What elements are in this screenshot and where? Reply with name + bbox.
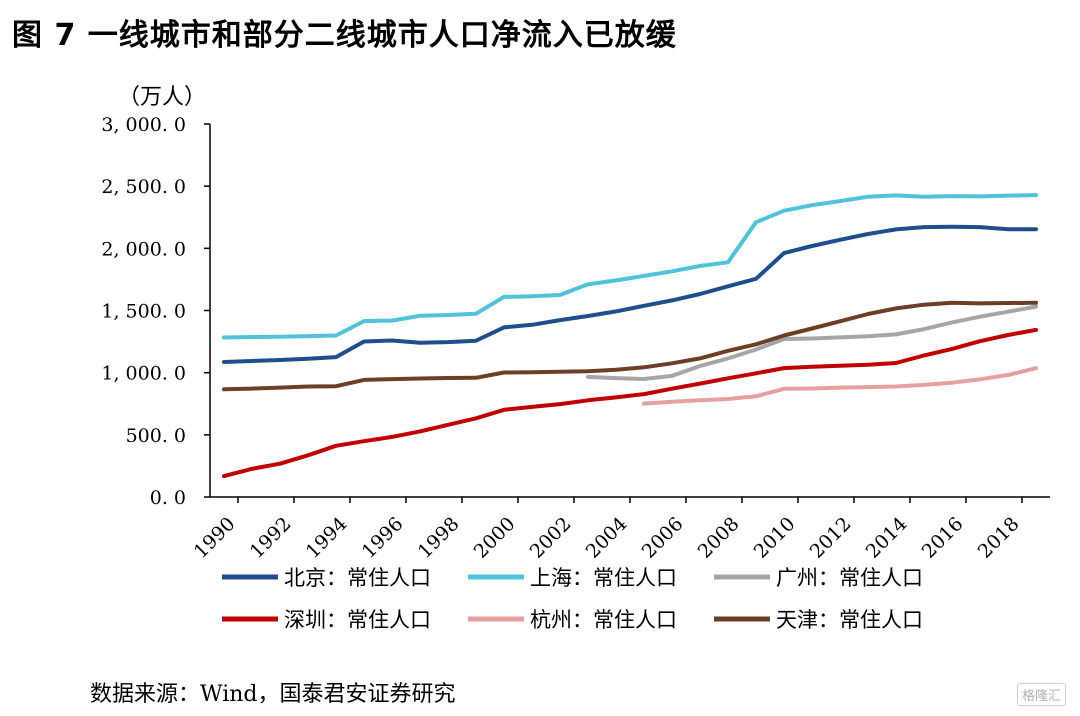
x-tick-label: 2004 <box>582 513 632 563</box>
series-layer <box>222 193 1038 479</box>
series-line-1 <box>222 193 1038 340</box>
y-tick-label: 2, 500. 0 <box>101 176 186 198</box>
legend-label: 上海：常住人口 <box>530 566 677 590</box>
x-tick-label: 1996 <box>358 513 408 563</box>
x-tick-label: 2018 <box>974 513 1024 563</box>
x-tick-label: 1994 <box>302 513 352 563</box>
legend-label: 天津：常住人口 <box>776 608 923 632</box>
y-tick-label: 0. 0 <box>150 487 186 509</box>
legend-label: 北京：常住人口 <box>284 566 431 590</box>
x-tick-label: 2012 <box>806 513 856 563</box>
watermark-logo: 格隆汇 <box>1016 683 1066 706</box>
x-tick-label: 2010 <box>750 513 800 563</box>
series-line-5 <box>222 300 1038 392</box>
y-tick-label: 1, 500. 0 <box>101 301 186 323</box>
y-tick-label: 2, 000. 0 <box>101 238 186 260</box>
y-tick-label: 3, 000. 0 <box>101 114 186 136</box>
y-tick-label: 500. 0 <box>126 425 186 447</box>
series-line-0 <box>222 224 1038 364</box>
series-line-4 <box>642 366 1038 406</box>
x-tick-label: 2002 <box>526 513 576 563</box>
x-tick-label: 2014 <box>862 513 912 563</box>
legend-label: 广州：常住人口 <box>776 566 923 590</box>
figure-source: 数据来源：Wind，国泰君安证券研究 <box>90 682 456 707</box>
x-tick-label: 2006 <box>638 513 688 563</box>
series-line-2 <box>586 304 1038 381</box>
legend-label: 杭州：常住人口 <box>530 608 677 632</box>
x-tick-label: 1998 <box>414 513 464 563</box>
x-tick-label: 2016 <box>918 513 968 563</box>
figure-title: 图 7 一线城市和部分二线城市人口净流入已放缓 <box>12 18 677 53</box>
y-tick-label: 1, 000. 0 <box>101 363 186 385</box>
y-axis-label: （万人） <box>118 85 206 110</box>
x-tick-label: 1990 <box>190 513 240 563</box>
x-tick-label: 2008 <box>694 513 744 563</box>
legend-label: 深圳：常住人口 <box>284 608 431 632</box>
series-line-3 <box>222 327 1038 479</box>
x-tick-label: 1992 <box>246 513 296 563</box>
x-tick-label: 2000 <box>470 513 520 563</box>
